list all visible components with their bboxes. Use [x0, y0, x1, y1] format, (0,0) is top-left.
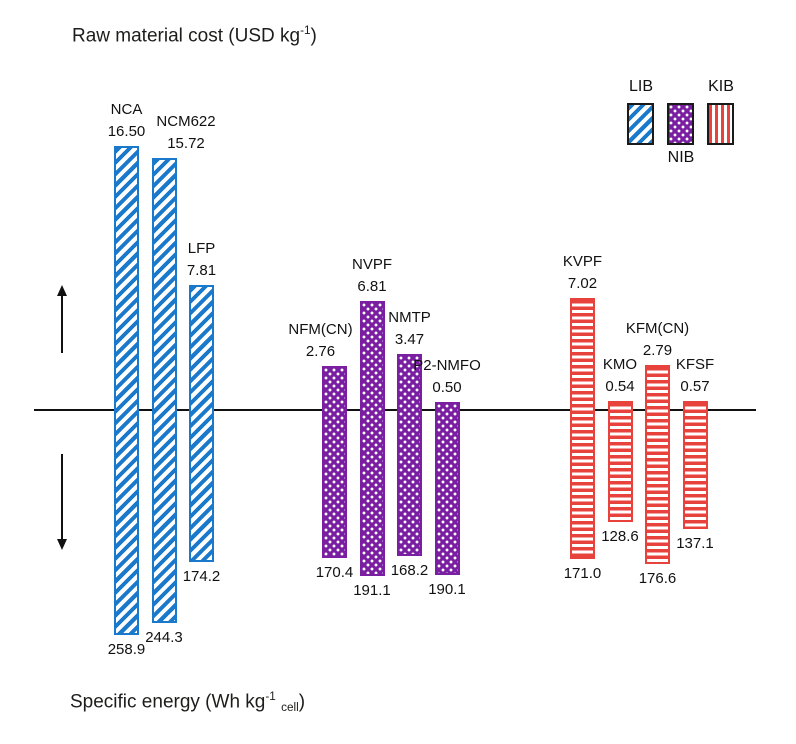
bar-name-label: NCA: [110, 101, 143, 118]
bar-cost-label: 16.50: [107, 123, 146, 140]
bar-energy-label: 128.6: [601, 527, 639, 545]
bar-name-label: KMO: [602, 356, 638, 374]
bar-cost-label: 3.47: [394, 331, 425, 349]
up-arrow-icon: [57, 285, 67, 353]
bottom-axis-title-sub: cell: [281, 701, 299, 715]
bar-name-label: KFM(CN): [625, 320, 690, 338]
bar-cost-label: 6.81: [357, 278, 387, 296]
bottom-axis-title-suffix: ): [298, 691, 306, 713]
top-axis-title: Raw material cost (USD kg-1): [72, 24, 317, 47]
legend-label-nib: NIB: [667, 149, 695, 166]
bar-NMTP: [397, 354, 422, 557]
bar-energy-label: 244.3: [145, 628, 183, 646]
top-axis-title-suffix: ): [310, 25, 317, 47]
bar-energy-label: 176.6: [638, 569, 677, 587]
legend-label-lib: LIB: [628, 78, 653, 95]
bar-NVPF: [359, 301, 385, 577]
bar-name-label: LFP: [187, 240, 216, 258]
bar-NFM(CN): [322, 365, 347, 559]
bar-cost-label: 7.02: [567, 274, 598, 292]
bar-name-label: NFM(CN): [288, 320, 353, 338]
bar-KMO: [607, 401, 633, 522]
bar-energy-label: 191.1: [353, 582, 391, 600]
bar-energy-label: 190.1: [428, 581, 466, 599]
bar-name-label: NMTP: [388, 309, 431, 327]
top-axis-title-text: Raw material cost (USD kg: [72, 25, 301, 47]
bar-energy-label: 174.2: [182, 567, 221, 585]
legend-swatch-kib: [707, 103, 734, 145]
bar-NCA: [114, 146, 139, 636]
bar-cost-label: 0.54: [605, 378, 635, 396]
bar-energy-label: 258.9: [107, 641, 146, 659]
bar-cost-label: 0.57: [680, 377, 710, 395]
bar-P2-NMFO: [434, 402, 460, 576]
bar-NCM622: [151, 158, 177, 623]
bar-KFM(CN): [645, 365, 670, 564]
bar-cost-label: 2.76: [305, 342, 336, 360]
bottom-axis-title: Specific energy (Wh kg-1 cell): [70, 690, 306, 715]
bar-name-label: P2-NMFO: [413, 357, 481, 374]
bar-energy-label: 168.2: [390, 562, 429, 580]
bar-name-label: NCM622: [156, 113, 216, 131]
bar-cost-label: 0.50: [432, 379, 462, 396]
bar-energy-label: 171.0: [563, 564, 602, 582]
bottom-axis-title-sup: -1: [265, 690, 276, 703]
bar-name-label: KFSF: [675, 355, 715, 373]
bar-KVPF: [570, 297, 595, 559]
bottom-axis-title-text: Specific energy (Wh kg: [70, 691, 266, 713]
bar-LFP: [189, 285, 214, 562]
legend-swatch-nib: [667, 103, 694, 145]
down-arrow-icon: [57, 454, 67, 550]
bar-name-label: KVPF: [562, 252, 603, 270]
bar-energy-label: 137.1: [676, 535, 714, 553]
legend-label-kib: KIB: [708, 78, 734, 95]
bar-cost-label: 7.81: [186, 262, 217, 280]
zero-axis-line: [34, 409, 756, 411]
legend-swatch-lib: [627, 103, 654, 145]
bar-name-label: NVPF: [351, 256, 392, 274]
bar-cost-label: 2.79: [642, 342, 673, 360]
bar-KFSF: [682, 400, 708, 530]
bar-cost-label: 15.72: [167, 135, 205, 153]
top-axis-title-sup: -1: [300, 24, 311, 37]
bar-energy-label: 170.4: [315, 564, 354, 582]
